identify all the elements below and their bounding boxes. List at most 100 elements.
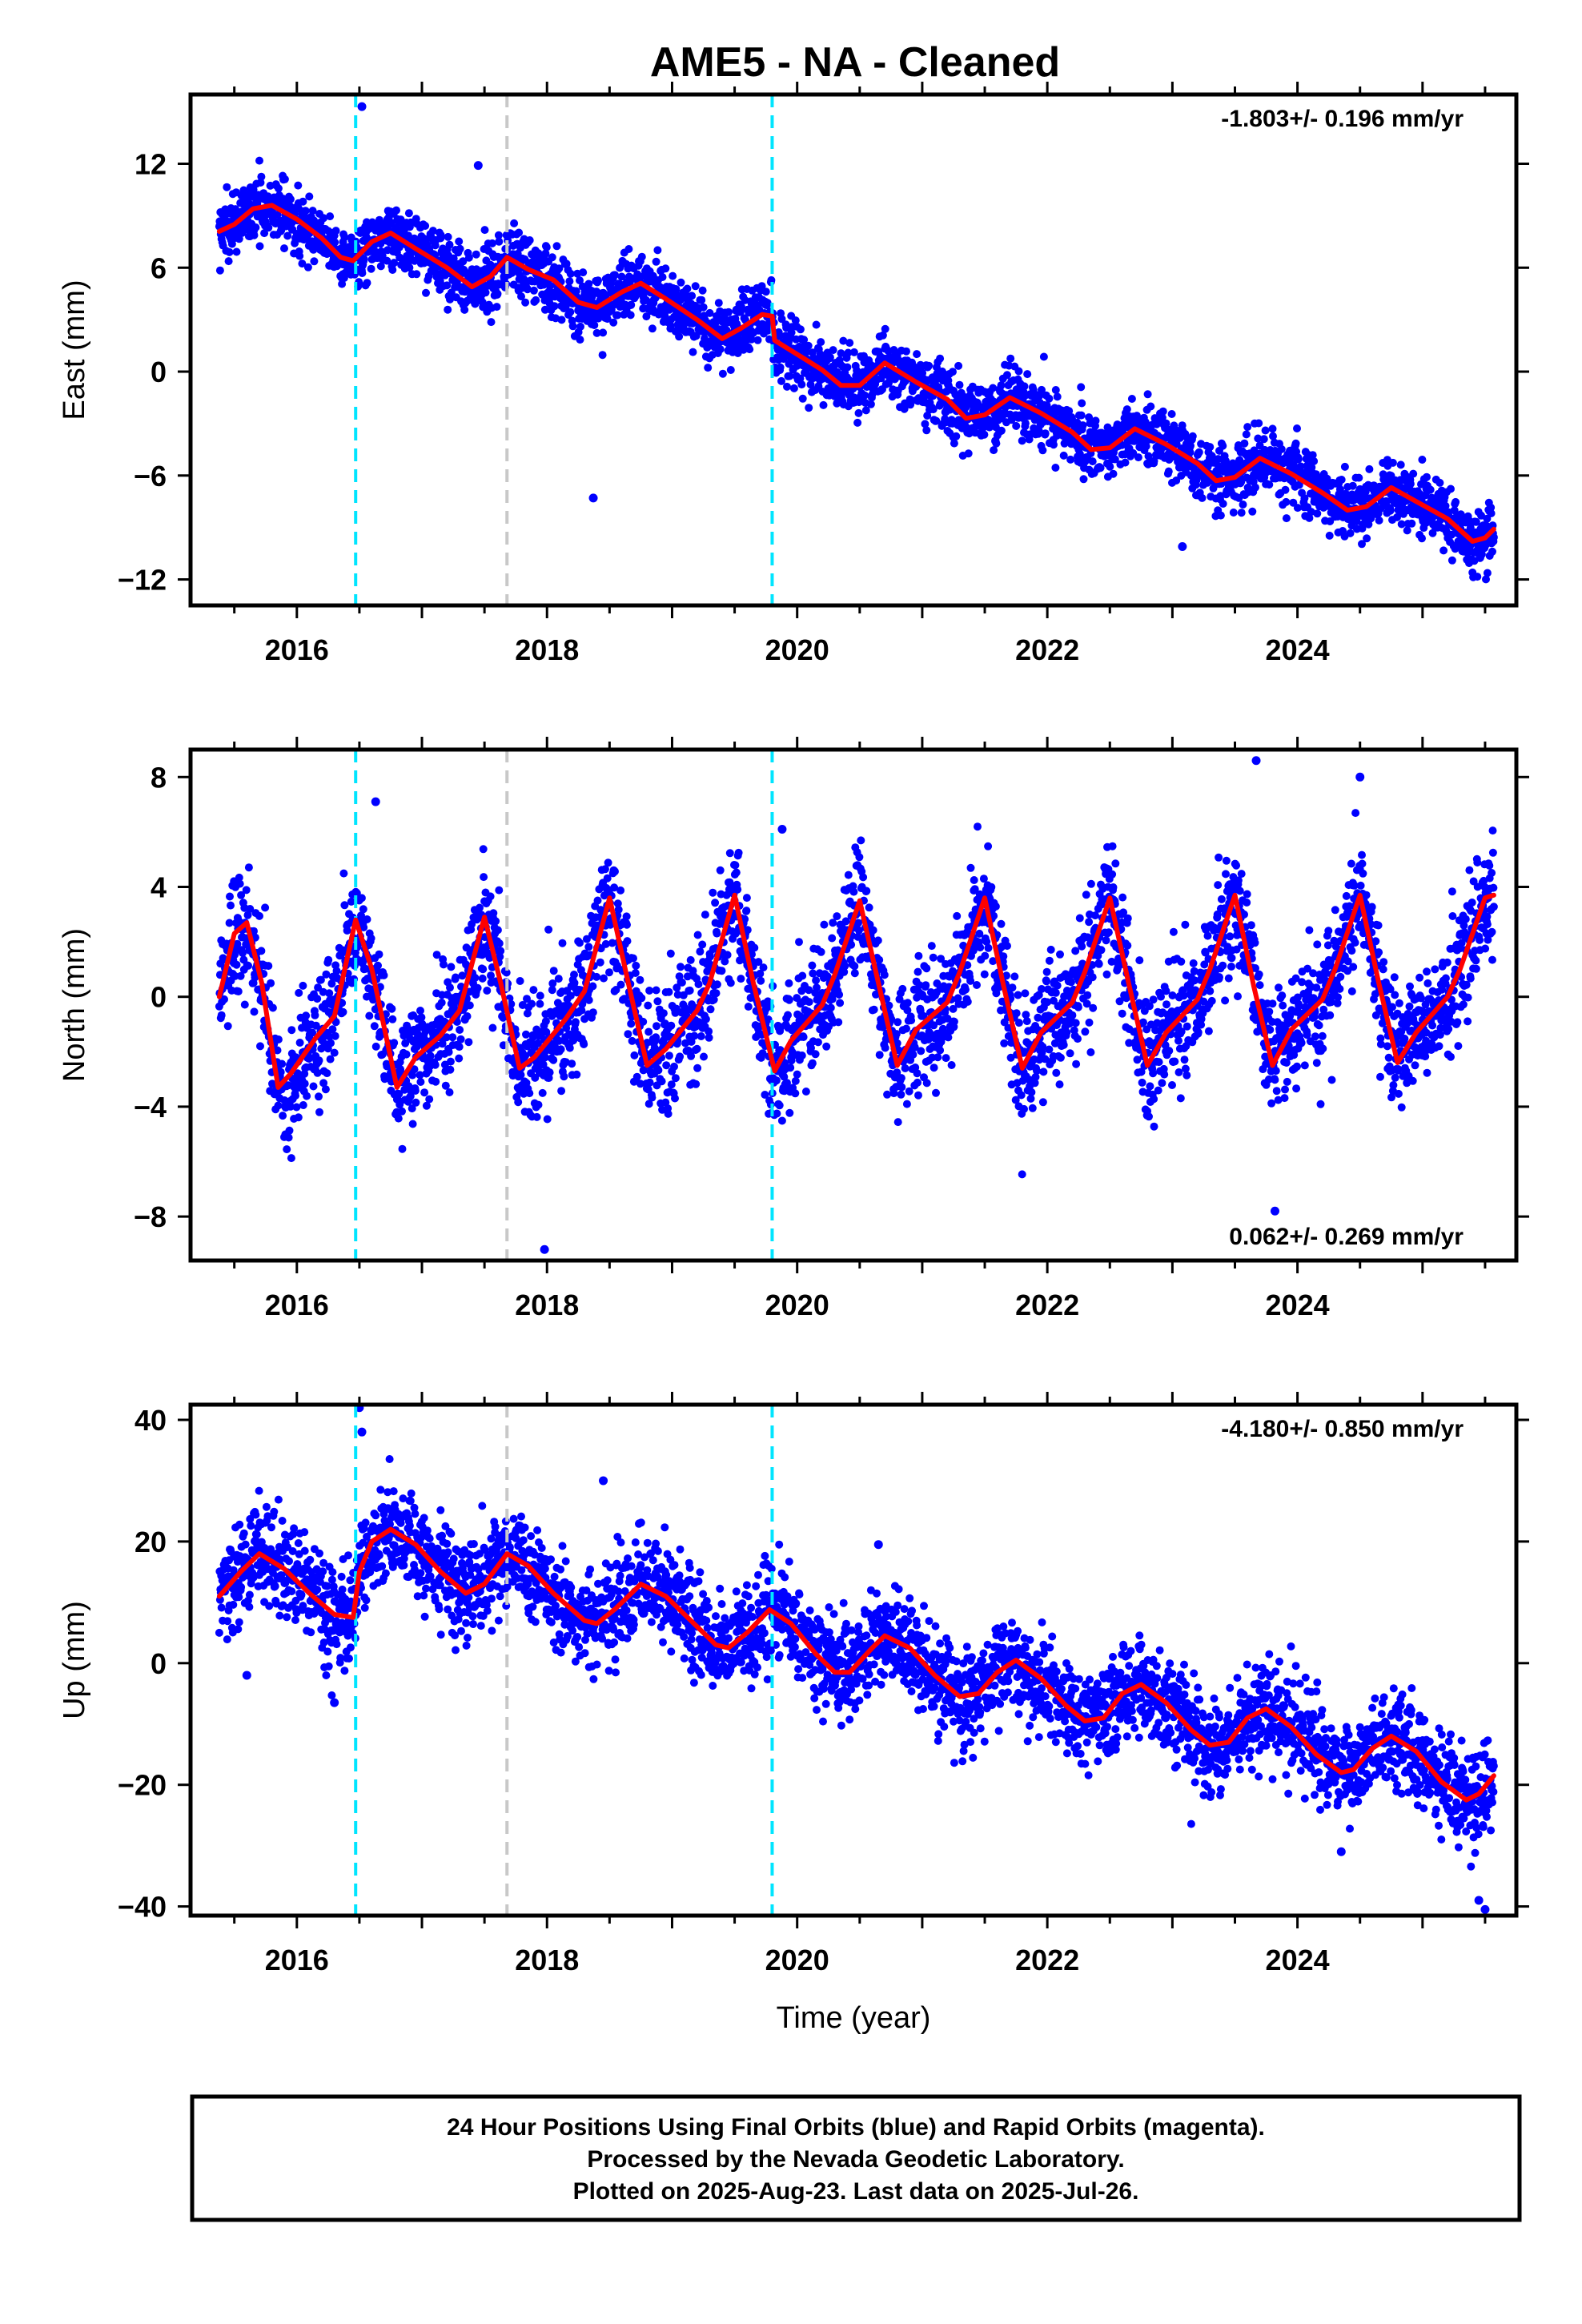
observation-point (471, 974, 480, 982)
observation-point (744, 1003, 753, 1011)
observation-point (657, 1077, 666, 1086)
observation-point (701, 911, 709, 919)
observation-point (237, 891, 246, 899)
observation-point (819, 400, 828, 409)
velocity-label: -1.803+/- 0.196 mm/yr (1221, 106, 1464, 132)
observation-point (776, 363, 785, 372)
observation-point (1038, 385, 1046, 394)
observation-point (604, 858, 612, 867)
observation-point (494, 231, 503, 239)
observation-point (627, 1019, 636, 1028)
observation-point (443, 281, 452, 290)
observation-point (571, 1018, 580, 1027)
observation-point (388, 1015, 397, 1023)
observation-point (576, 939, 584, 947)
observation-point (555, 1036, 564, 1045)
observation-point (425, 1095, 434, 1104)
observation-point (540, 1053, 549, 1062)
observation-point (616, 980, 625, 989)
observation-point (758, 1049, 767, 1058)
observation-point (630, 1051, 639, 1059)
observation-point (955, 380, 964, 389)
observation-point (1261, 426, 1270, 435)
observation-point (839, 336, 848, 345)
observation-point (371, 1042, 380, 1051)
observation-point (1110, 455, 1119, 464)
y-axis-label: East (mm) (58, 279, 91, 420)
observation-point (244, 961, 252, 970)
observation-point (716, 866, 725, 875)
observation-point (1109, 469, 1118, 478)
observation-point (255, 911, 263, 920)
observation-point (690, 1031, 699, 1040)
observation-point (294, 1113, 303, 1122)
observation-point (1172, 476, 1181, 485)
observation-point (671, 1074, 680, 1083)
observation-point (225, 919, 234, 927)
observation-point (387, 1004, 396, 1013)
observation-point (352, 889, 361, 898)
observation-point (548, 986, 556, 995)
observation-point (1167, 410, 1176, 418)
observation-point (579, 268, 588, 277)
observation-point (683, 972, 692, 981)
x-tick-label: 2020 (765, 633, 829, 666)
observation-point (640, 1066, 648, 1075)
observation-point (1146, 402, 1155, 411)
observation-point (507, 999, 516, 1008)
observation-point (280, 175, 289, 183)
observation-point (964, 449, 973, 458)
observation-point (565, 277, 574, 286)
observation-point (541, 1017, 550, 1026)
observation-point (1488, 547, 1496, 556)
observation-point (1020, 382, 1029, 391)
observation-point (437, 999, 446, 1007)
observation-point (376, 262, 385, 271)
observation-point (566, 991, 575, 1000)
observation-point (1307, 508, 1315, 517)
observation-point (648, 1093, 656, 1102)
observation-point (797, 380, 806, 389)
observation-point (687, 1037, 696, 1046)
observation-point (1483, 569, 1492, 577)
observation-point (675, 332, 684, 341)
observation-point (243, 911, 252, 919)
observation-point (276, 1068, 285, 1076)
observation-point (742, 894, 751, 903)
observation-point (1122, 405, 1131, 414)
observation-point (314, 983, 323, 992)
observation-point (849, 348, 858, 356)
observation-point (700, 1052, 708, 1061)
observation-point (954, 361, 963, 370)
observation-point (1162, 419, 1170, 428)
observation-point (525, 236, 534, 244)
observation-point (761, 287, 770, 296)
y-tick-label: −6 (134, 460, 167, 493)
observation-point (331, 238, 339, 247)
observation-point (588, 1008, 597, 1017)
observation-point (357, 911, 365, 920)
observation-point (693, 1044, 701, 1053)
observation-point (611, 271, 619, 279)
observation-point (534, 1039, 542, 1047)
observation-point (1300, 494, 1309, 503)
observation-point (363, 915, 371, 923)
observation-point (328, 1025, 337, 1034)
observation-point (327, 1039, 335, 1047)
observation-point (772, 1076, 781, 1085)
observation-point (725, 308, 733, 316)
observation-point (303, 263, 312, 271)
observation-point (566, 269, 575, 278)
observation-point (315, 1092, 323, 1101)
observation-point (659, 1009, 668, 1018)
observation-point (421, 222, 430, 230)
observation-point (523, 995, 531, 1003)
observation-point (420, 1088, 429, 1097)
observation-point (627, 300, 636, 309)
observation-point (442, 1033, 451, 1042)
observation-point (1441, 501, 1450, 510)
observation-point (775, 1101, 784, 1110)
observation-point (234, 987, 243, 995)
observation-point (616, 886, 625, 895)
observation-point (225, 247, 234, 256)
